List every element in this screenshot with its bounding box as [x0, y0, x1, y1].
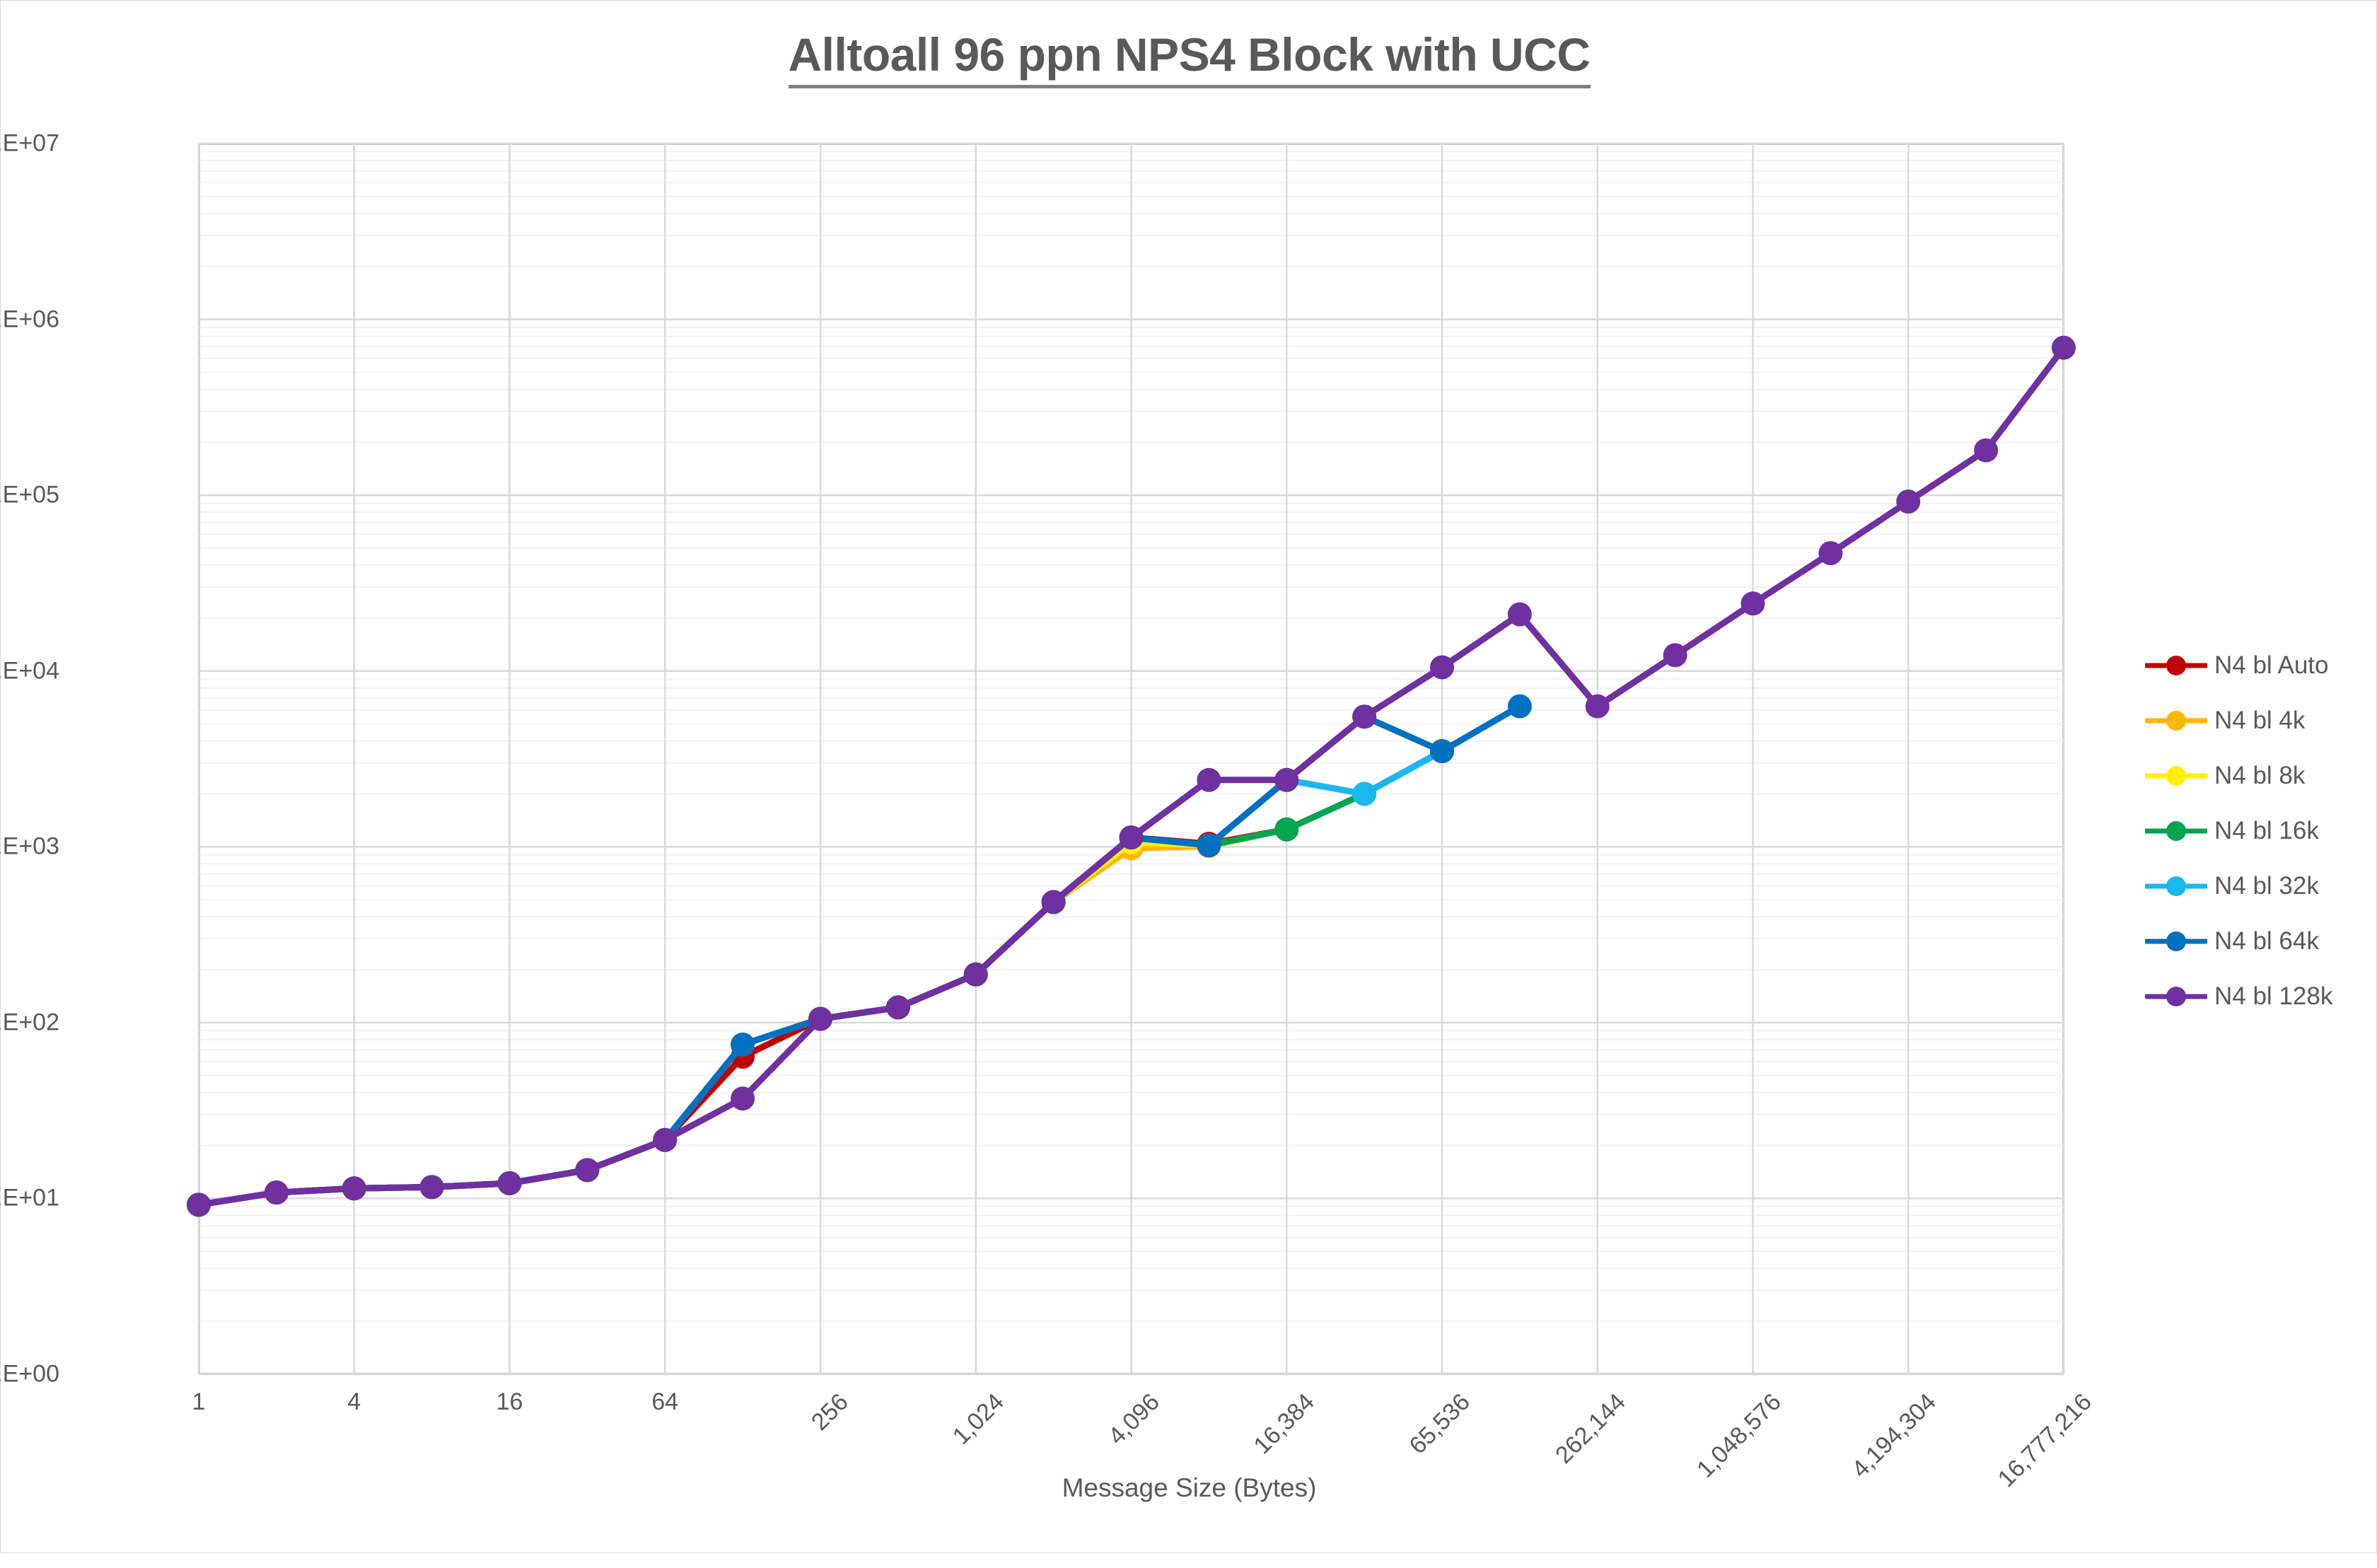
- legend-label: N4 bl 16k: [2214, 817, 2319, 844]
- legend-label: N4 bl 64k: [2214, 927, 2319, 955]
- series-layer: [187, 335, 2076, 1217]
- series-n4-bl-128k: [187, 335, 2076, 1217]
- series-n4-bl-64k: [187, 694, 1532, 1217]
- legend-marker-icon: [2145, 766, 2207, 786]
- legend-marker-icon: [2145, 987, 2207, 1006]
- y-tick-label: 1.E+06: [0, 306, 59, 333]
- x-tick-label: 4: [347, 1388, 361, 1415]
- legend-item-n4-bl-8k[interactable]: N4 bl 8k: [2145, 762, 2332, 790]
- x-tick-label: 64: [651, 1388, 679, 1415]
- x-axis-title: Message Size (Bytes): [1062, 1473, 1317, 1502]
- legend-item-n4-bl-auto[interactable]: N4 bl Auto: [2145, 651, 2332, 680]
- series-n4-bl-8k: [187, 817, 1299, 1217]
- y-tick-label: 1.E+01: [0, 1184, 59, 1212]
- grid-lines: [197, 142, 2065, 1376]
- plot-area-wrapper: [187, 142, 2076, 1376]
- legend-item-n4-bl-16k[interactable]: N4 bl 16k: [2145, 817, 2332, 845]
- legend-item-n4-bl-128k[interactable]: N4 bl 128k: [2145, 982, 2332, 1011]
- y-tick-label: 1.E+03: [0, 832, 59, 860]
- legend-label: N4 bl 8k: [2214, 762, 2306, 789]
- legend-marker-icon: [2145, 821, 2207, 841]
- series-n4-bl-16k: [187, 739, 1454, 1217]
- legend-label: N4 bl 4k: [2214, 707, 2306, 734]
- y-tick-label: 1.E+00: [0, 1360, 59, 1388]
- legend-marker-icon: [2145, 931, 2207, 951]
- chart-title-text: Alltoall 96 ppn NPS4 Block with UCC: [788, 28, 1591, 88]
- series-n4-bl-32k: [187, 739, 1454, 1217]
- legend-label: N4 bl 32k: [2214, 872, 2319, 900]
- legend: N4 bl Auto N4 bl 4k N4 bl 8k N4 bl 16k N4 bl…: [2145, 651, 2332, 1011]
- legend-item-n4-bl-4k[interactable]: N4 bl 4k: [2145, 707, 2332, 735]
- legend-label: N4 bl Auto: [2214, 651, 2329, 679]
- legend-marker-icon: [2145, 656, 2207, 675]
- legend-marker-icon: [2145, 711, 2207, 731]
- y-tick-label: 1.E+07: [0, 129, 59, 157]
- series-n4-bl-auto: [187, 817, 1299, 1217]
- y-tick-label: 1.E+04: [0, 657, 59, 685]
- x-tick-label: 1: [192, 1388, 206, 1415]
- y-tick-label: 1.E+05: [0, 481, 59, 509]
- page-title: Alltoall 96 ppn NPS4 Block with UCC: [1, 28, 2377, 88]
- legend-item-n4-bl-32k[interactable]: N4 bl 32k: [2145, 872, 2332, 900]
- legend-item-n4-bl-64k[interactable]: N4 bl 64k: [2145, 927, 2332, 956]
- x-tick-label: 16: [496, 1388, 523, 1415]
- legend-label: N4 bl 128k: [2214, 982, 2333, 1010]
- y-tick-label: 1.E+02: [0, 1009, 59, 1036]
- legend-marker-icon: [2145, 876, 2207, 896]
- series-n4-bl-4k: [187, 817, 1299, 1217]
